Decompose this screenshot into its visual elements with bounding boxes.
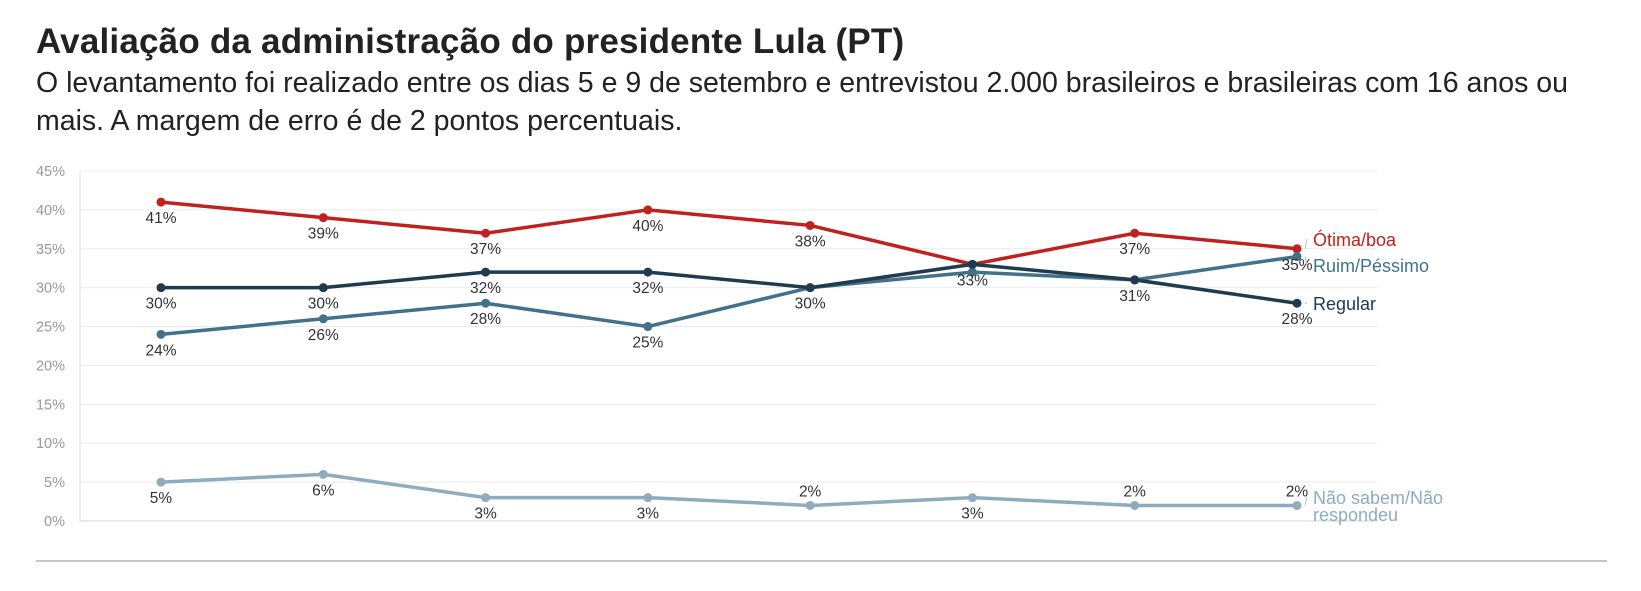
data-point [156,283,166,293]
data-label: 40% [632,218,663,235]
data-label: 3% [637,506,660,523]
y-tick-label: 45% [36,164,65,180]
data-label: 2% [799,483,822,500]
data-label: 28% [1281,311,1312,328]
y-tick-label: 20% [36,358,65,374]
data-point [318,283,328,293]
series-line [159,472,1299,508]
data-point [643,267,653,277]
data-label: 30% [308,296,339,313]
data-point [481,493,491,503]
data-label: 25% [632,335,663,352]
series-end-label: Não sabem/Não [1313,488,1443,508]
data-point [481,228,491,238]
y-tick-label: 0% [44,514,65,530]
series-end-label: respondeu [1313,505,1398,525]
y-tick-label: 10% [36,436,65,452]
data-label: 2% [1124,483,1147,500]
data-point [643,493,653,503]
data-point [967,493,977,503]
data-point [318,314,328,324]
data-point [643,205,653,215]
chart-title: Avaliação da administração do presidente… [36,22,905,61]
series-end-label: Ruim/Péssimo [1313,256,1429,276]
data-label: 24% [145,342,176,359]
series-end-label: Ótima/boa [1313,229,1397,250]
data-label: 38% [795,233,826,250]
data-point [318,213,328,223]
data-point [805,283,815,293]
data-point [156,329,166,339]
data-point [967,259,977,269]
data-label: 5% [150,490,173,507]
data-label: 6% [312,482,335,499]
y-tick-label: 35% [36,242,65,258]
data-point [805,500,815,510]
data-label: 3% [961,506,984,523]
data-point [318,469,328,479]
chart-subtitle: O levantamento foi realizado entre os di… [36,67,1568,137]
y-tick-label: 30% [36,281,65,297]
data-point [1292,298,1302,308]
data-label: 30% [795,296,826,313]
data-label: 26% [308,327,339,344]
y-tick-label: 5% [44,475,65,491]
data-point [481,267,491,277]
data-point [1292,244,1302,254]
data-point [156,477,166,487]
data-label: 33% [957,272,988,289]
data-point [1292,500,1302,510]
data-point [805,220,815,230]
series-line [159,200,1299,267]
data-label: 31% [1119,288,1150,305]
data-label: 3% [474,506,497,523]
y-tick-label: 40% [36,203,65,219]
bottom-divider [36,560,1607,562]
end-label-connector [1304,238,1308,249]
data-label: 37% [1119,241,1150,258]
data-point [967,267,977,277]
end-label-connector [1304,496,1308,506]
data-label: 37% [470,241,501,258]
data-label: 41% [145,210,176,227]
data-point [1130,228,1140,238]
data-point [156,197,166,207]
data-point [1130,500,1140,510]
y-tick-label: 25% [36,320,65,336]
data-label: 35% [1281,257,1312,274]
y-tick-label: 15% [36,397,65,413]
data-label: 32% [632,280,663,297]
data-point [643,322,653,332]
series-end-label: Regular [1313,294,1376,314]
data-label: 28% [470,311,501,328]
data-point [481,298,491,308]
end-label-connector [1304,256,1308,266]
series-line [159,262,1299,305]
data-label: 2% [1286,483,1309,500]
data-label: 32% [470,280,501,297]
data-point [1292,252,1302,262]
data-point [1130,275,1140,285]
data-label: 39% [308,226,339,243]
data-label: 30% [145,296,176,313]
